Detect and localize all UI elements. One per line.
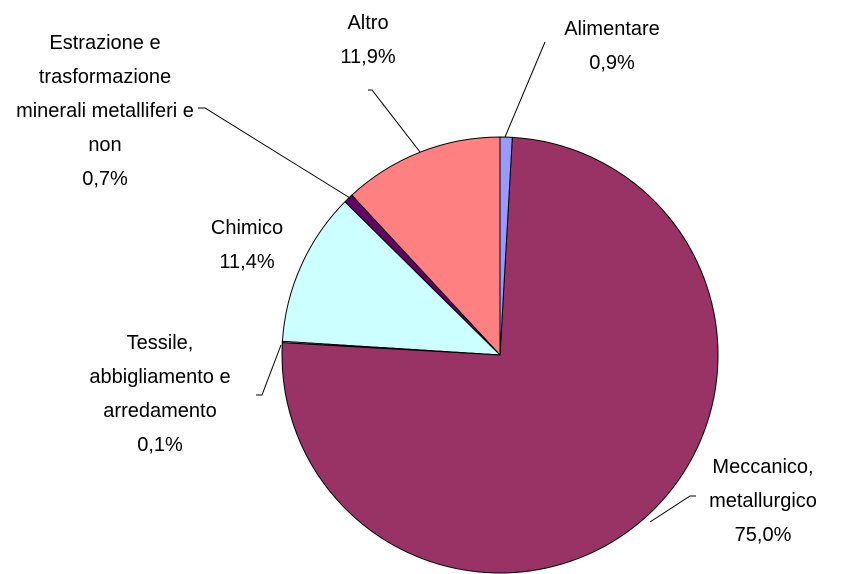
- leader-line: [649, 495, 696, 523]
- category-label: Meccanico, metallurgico: [709, 456, 817, 512]
- pie-slice: [281, 136, 719, 574]
- slice-label: Estrazione e trasformazione minerali met…: [8, 26, 203, 196]
- slice-label: Tessile, abbigliamento e arredamento 0,1%: [78, 326, 243, 462]
- pie-slice: [351, 136, 501, 357]
- value-label: 75,0%: [734, 524, 792, 546]
- value-label: 0,9%: [589, 52, 635, 74]
- category-label: Alimentare: [564, 18, 660, 40]
- value-label: 0,1%: [137, 434, 183, 456]
- slice-label: Alimentare 0,9%: [552, 12, 672, 80]
- leader-lines: [198, 41, 696, 523]
- category-label: Tessile, abbigliamento e arredamento: [89, 332, 231, 422]
- category-label: Estrazione e trasformazione minerali met…: [16, 32, 194, 156]
- value-label: 0,7%: [82, 168, 128, 190]
- category-label: Altro: [347, 12, 389, 34]
- leader-line: [198, 107, 351, 199]
- value-label: 11,4%: [219, 251, 275, 273]
- slice-label: Meccanico, metallurgico 75,0%: [693, 450, 833, 552]
- leader-line: [368, 89, 421, 153]
- category-label: Chimico: [210, 217, 284, 239]
- pie-slice: [281, 201, 502, 356]
- slice-label: Chimico 11,4%: [187, 211, 307, 279]
- leader-line: [256, 344, 282, 396]
- value-label: 11,9%: [340, 46, 396, 68]
- leader-line: [504, 41, 546, 138]
- pie-slice: [499, 136, 513, 356]
- slice-label: Altro 11,9%: [308, 6, 428, 74]
